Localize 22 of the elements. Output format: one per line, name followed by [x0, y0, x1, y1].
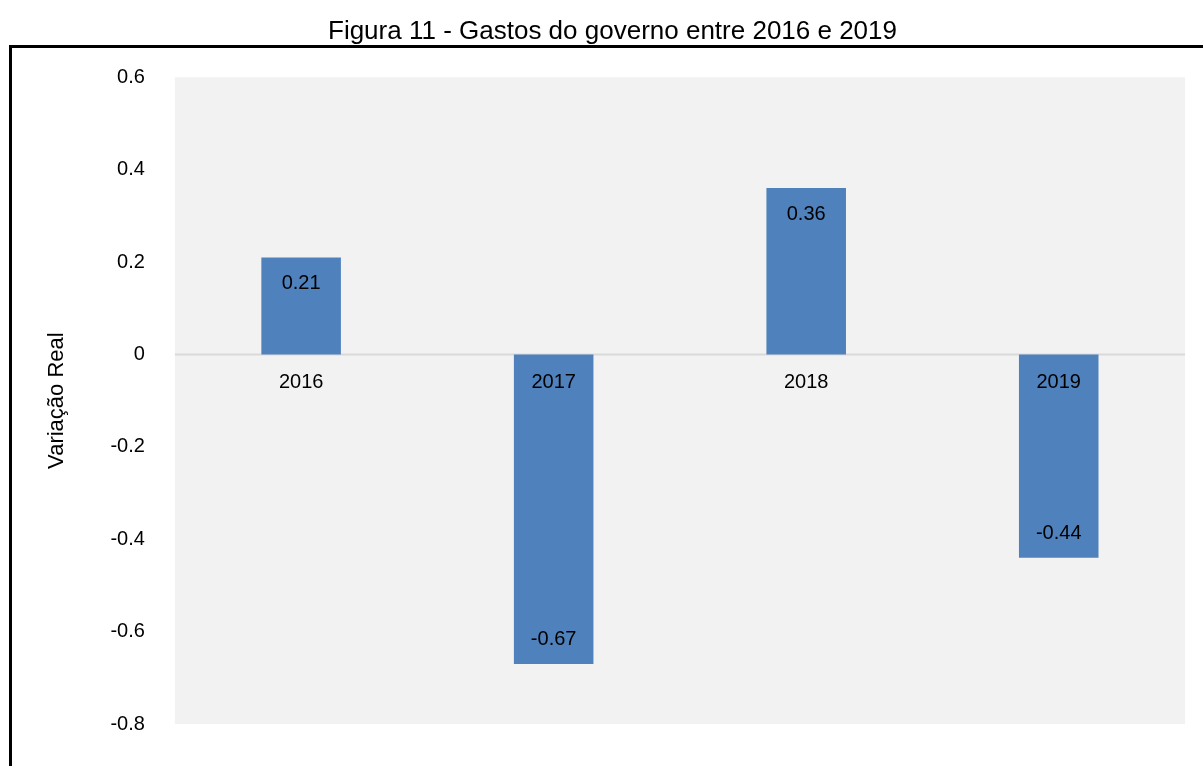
- x-tick-label: 2019: [1036, 369, 1081, 392]
- y-tick-label: -0.6: [110, 619, 145, 642]
- bar: [1018, 354, 1099, 558]
- y-tick-label: -0.8: [110, 711, 145, 734]
- y-tick-label: 0.4: [117, 157, 145, 180]
- x-tick-label: 2016: [278, 369, 324, 392]
- bar: [261, 257, 341, 355]
- y-tick-label: 0.2: [117, 249, 145, 272]
- data-label: 0.36: [786, 201, 826, 224]
- y-tick-label: 0.6: [117, 64, 145, 87]
- data-label: -0.44: [1035, 521, 1082, 544]
- bar: [766, 188, 846, 355]
- data-label: -0.67: [530, 627, 577, 650]
- bar: [513, 354, 594, 664]
- x-tick-label: 2017: [531, 369, 576, 392]
- y-axis-title: Variação Real: [43, 332, 69, 469]
- y-tick-label: -0.4: [110, 526, 145, 549]
- x-tick-label: 2018: [783, 369, 829, 392]
- data-label: 0.21: [281, 270, 321, 293]
- y-tick-label: -0.2: [110, 434, 145, 457]
- y-tick-label: 0: [133, 341, 145, 364]
- chart-title: Figura 11 - Gastos do governo entre 2016 e 2019: [327, 14, 898, 45]
